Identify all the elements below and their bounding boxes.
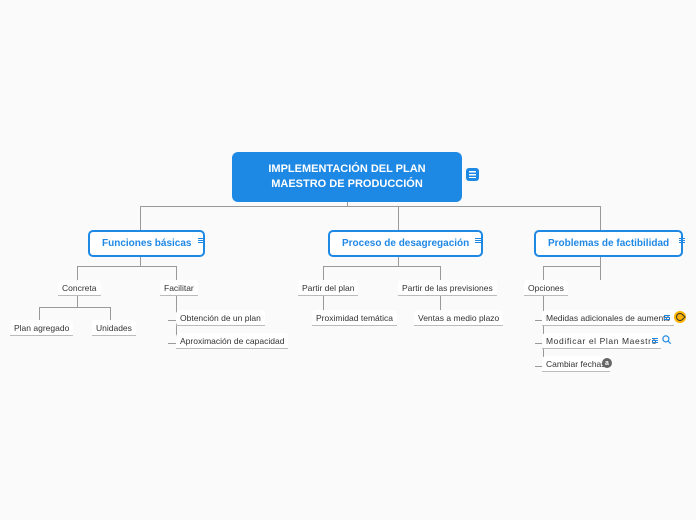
sub-modificar[interactable]: Modificar el Plan Maestro xyxy=(542,333,661,349)
sub-cambiar[interactable]: Cambiar fechas xyxy=(542,356,610,372)
notes-icon[interactable] xyxy=(675,234,688,247)
sub-planagregado[interactable]: Plan agregado xyxy=(10,320,73,336)
notes-icon[interactable] xyxy=(660,311,673,324)
sub-concreta[interactable]: Concreta xyxy=(58,280,101,296)
priority-icon[interactable] xyxy=(674,311,686,323)
sub-facilitar[interactable]: Facilitar xyxy=(160,280,198,296)
notes-icon[interactable] xyxy=(194,234,207,247)
sub-obtencion[interactable]: Obtención de un plan xyxy=(176,310,265,326)
info-icon[interactable]: a xyxy=(602,358,612,368)
sub-partirplan[interactable]: Partir del plan xyxy=(298,280,358,296)
sub-aproximacion[interactable]: Aproximación de capacidad xyxy=(176,333,288,349)
search-icon[interactable] xyxy=(660,333,673,346)
sub-proximidad[interactable]: Proximidad temática xyxy=(312,310,397,326)
main-proceso[interactable]: Proceso de desagregación xyxy=(328,230,483,257)
sub-unidades[interactable]: Unidades xyxy=(92,320,136,336)
sub-opciones[interactable]: Opciones xyxy=(524,280,568,296)
root-node[interactable]: IMPLEMENTACIÓN DEL PLAN MAESTRO DE PRODU… xyxy=(232,152,462,202)
notes-icon[interactable] xyxy=(471,234,484,247)
main-problemas[interactable]: Problemas de factibilidad xyxy=(534,230,683,257)
sub-partirprev[interactable]: Partir de las previsiones xyxy=(398,280,497,296)
notes-icon[interactable] xyxy=(466,168,479,181)
sub-medidas[interactable]: Medidas adicionales de aumento xyxy=(542,310,674,326)
sub-ventas[interactable]: Ventas a medio plazo xyxy=(414,310,503,326)
main-funciones[interactable]: Funciones básicas xyxy=(88,230,205,257)
